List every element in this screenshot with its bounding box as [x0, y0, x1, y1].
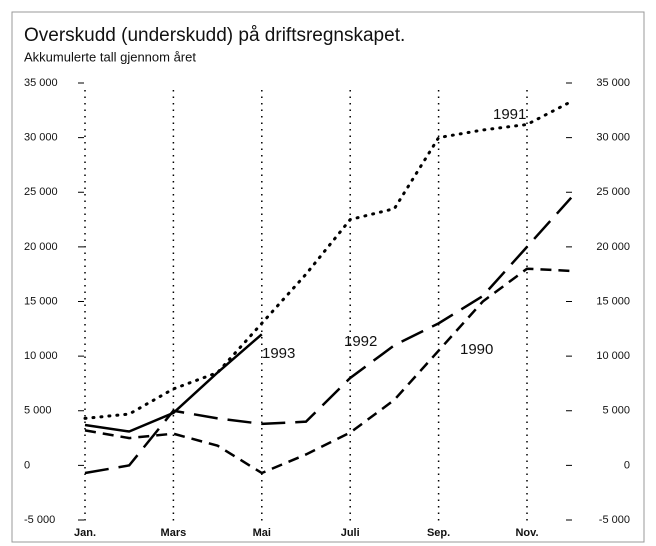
x-tick-label: Juli [341, 527, 360, 539]
x-tick-label: Jan. [74, 527, 96, 539]
series-line [84, 333, 263, 433]
series-label: 1993 [262, 345, 295, 362]
y-tick-label: -5 000 [24, 514, 55, 526]
y2-tick-label: -5 000 [599, 514, 630, 526]
y-tick-label: 20 000 [24, 241, 58, 253]
y2-tick-label: 0 [624, 459, 630, 471]
series-label: 1990 [460, 341, 493, 358]
x-tick-label: Nov. [515, 527, 538, 539]
y2-tick-label: 20 000 [596, 241, 630, 253]
y2-tick-label: 25 000 [596, 186, 630, 198]
y2-tick-label: 35 000 [596, 77, 630, 89]
x-tick-label: Sep. [427, 527, 450, 539]
y-tick-label: 15 000 [24, 295, 58, 307]
y-tick-label: 35 000 [24, 77, 58, 89]
y2-tick-label: 5 000 [602, 405, 630, 417]
series-line [84, 267, 572, 475]
x-tick-label: Mars [161, 527, 187, 539]
y-tick-label: 0 [24, 459, 30, 471]
y-tick-label: 5 000 [24, 405, 52, 417]
x-tick-label: Mai [253, 527, 271, 539]
chart-title: Overskudd (underskudd) på driftsregnskap… [24, 25, 405, 46]
series-line [83, 100, 573, 420]
y2-tick-label: 15 000 [596, 295, 630, 307]
frame [11, 11, 645, 543]
series-label: 1992 [344, 333, 377, 350]
series-label: 1991 [493, 106, 526, 123]
y-tick-label: 30 000 [24, 132, 58, 144]
series-line [84, 196, 573, 475]
chart-subtitle: Akkumulerte tall gjennom året [24, 49, 196, 64]
y-tick-label: 25 000 [24, 186, 58, 198]
y2-tick-label: 10 000 [596, 350, 630, 362]
y2-tick-label: 30 000 [596, 132, 630, 144]
y-tick-label: 10 000 [24, 350, 58, 362]
